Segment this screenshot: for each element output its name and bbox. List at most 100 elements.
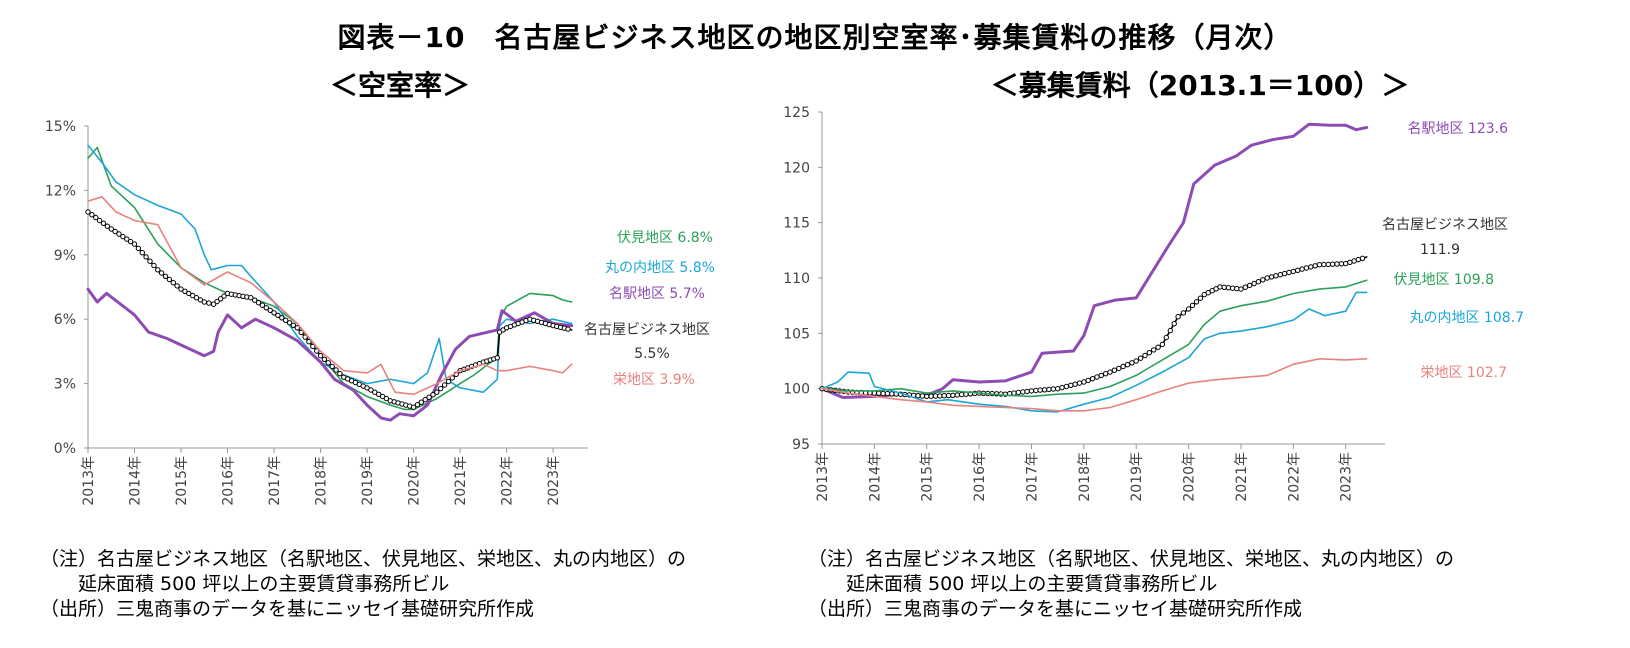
note-line: （注）名古屋ビジネス地区（名駅地区、伏見地区、栄地区、丸の内地区）の — [808, 548, 1455, 570]
series-marker — [193, 295, 200, 301]
series-marker — [1260, 277, 1266, 283]
series-marker — [1308, 264, 1314, 270]
series-marker — [1094, 374, 1100, 380]
x-tick-label: 2016年 — [221, 456, 237, 506]
series-marker — [1251, 280, 1257, 287]
x-tick-label: 2014年 — [128, 456, 144, 506]
vacancy-chart-title: ＜空室率＞ — [329, 69, 470, 102]
series-marker — [1103, 371, 1109, 377]
series-end-label: 伏見地区 6.8% — [617, 230, 713, 246]
series-marker — [1290, 268, 1296, 275]
series-marker — [1085, 377, 1091, 384]
y-tick-label: 12% — [45, 183, 76, 199]
series-marker — [1238, 286, 1244, 292]
series-marker — [329, 363, 335, 370]
x-tick-label: 2015年 — [174, 456, 190, 506]
series-marker — [108, 226, 115, 232]
series-marker — [1286, 269, 1292, 276]
series-marker — [1107, 369, 1113, 375]
series-marker — [383, 395, 390, 402]
y-tick-label: 0% — [54, 441, 76, 457]
series-marker — [928, 393, 934, 399]
series-marker — [214, 298, 220, 305]
series-marker — [1155, 344, 1161, 350]
series-marker — [255, 300, 262, 306]
series-marker — [1050, 386, 1057, 392]
series-marker — [422, 397, 428, 403]
series-marker — [1264, 275, 1270, 281]
rent-index-chart: 95 100 105 110 115 120 125 2013年 2014年 2015年 2016年… — [783, 105, 1524, 502]
series-marker — [1312, 263, 1318, 269]
series-marker — [932, 393, 939, 399]
series-marker — [217, 296, 224, 302]
series-marker — [945, 392, 952, 399]
series-marker — [1299, 266, 1305, 272]
series-marker — [158, 270, 165, 276]
series-marker — [314, 348, 320, 354]
series-end-label: 名駅地区 5.7% — [609, 286, 705, 302]
series-marker — [306, 339, 312, 345]
series-marker — [1046, 386, 1052, 393]
series-marker — [1234, 285, 1240, 292]
series-marker — [372, 389, 378, 395]
series-marker — [1163, 334, 1169, 341]
series-end-label: 名駅地区 123.6 — [1407, 121, 1508, 137]
rent-chart-notes: （注）名古屋ビジネス地区（名駅地区、伏見地区、栄地区、丸の内地区）の 延床面積 … — [808, 547, 1454, 622]
series-marker — [1059, 384, 1065, 391]
series-marker — [410, 404, 417, 410]
series-marker — [1159, 341, 1166, 348]
series-marker — [104, 223, 111, 229]
y-tick-label: 3% — [54, 377, 76, 393]
x-tick-label: 2019年 — [1129, 452, 1145, 502]
series-marker — [259, 302, 266, 308]
series-marker — [286, 320, 293, 326]
series-marker — [170, 280, 177, 286]
series-marker — [1167, 327, 1173, 334]
series-marker — [127, 238, 134, 245]
series-marker — [1063, 383, 1070, 390]
series-marker — [267, 307, 273, 314]
series-marker — [271, 310, 277, 316]
series-marker — [302, 334, 308, 340]
series-marker — [155, 267, 161, 273]
series-line — [87, 196, 573, 396]
series-marker — [283, 317, 289, 324]
series-end-label: 名古屋ビジネス地区 — [1382, 217, 1508, 233]
series-marker — [186, 290, 192, 297]
series-marker — [937, 393, 943, 399]
series-marker — [124, 236, 130, 242]
series-marker — [112, 228, 118, 235]
x-tick-label: 2013年 — [81, 456, 97, 506]
series-marker — [1146, 350, 1152, 356]
vacancy-rate-chart: 0% 3% 6% 9% 12% 15% 2013年 2014年 2015年 2016年 2017年 2… — [45, 119, 715, 506]
vacancy-chart-notes: （注）名古屋ビジネス地区（名駅地区、伏見地区、栄地区、丸の内地区）の 延床面積 … — [40, 547, 686, 622]
series-marker — [325, 360, 331, 366]
series-marker — [1225, 285, 1232, 291]
series-marker — [434, 389, 440, 395]
y-tick-label: 95 — [792, 437, 810, 453]
series-marker — [147, 258, 153, 264]
series-marker — [1242, 284, 1248, 290]
series-marker — [1316, 262, 1323, 268]
series-marker — [1197, 295, 1204, 301]
series-marker — [1111, 367, 1118, 373]
series-marker — [376, 391, 382, 397]
series-marker — [941, 393, 947, 399]
series-marker — [100, 220, 107, 227]
x-tick-label: 2021年 — [1234, 452, 1250, 502]
series-end-label: 丸の内地区 108.7 — [1409, 310, 1524, 326]
series-marker — [197, 297, 204, 303]
x-tick-label: 2016年 — [972, 452, 988, 502]
series-marker — [1151, 347, 1157, 353]
series-marker — [924, 393, 930, 400]
series-marker — [166, 276, 173, 283]
source-line: （出所）三鬼商事のデータを基にニッセイ基礎研究所作成 — [808, 598, 1303, 620]
series-marker — [96, 217, 103, 224]
series-end-label: 栄地区 102.7 — [1420, 365, 1507, 381]
series-line — [821, 256, 1368, 398]
series-marker — [1041, 387, 1048, 393]
series-marker — [89, 212, 95, 218]
series-marker — [139, 250, 146, 256]
rent-chart-title: ＜募集賃料（2013.1＝100）＞ — [990, 69, 1410, 102]
series-marker — [93, 214, 99, 221]
